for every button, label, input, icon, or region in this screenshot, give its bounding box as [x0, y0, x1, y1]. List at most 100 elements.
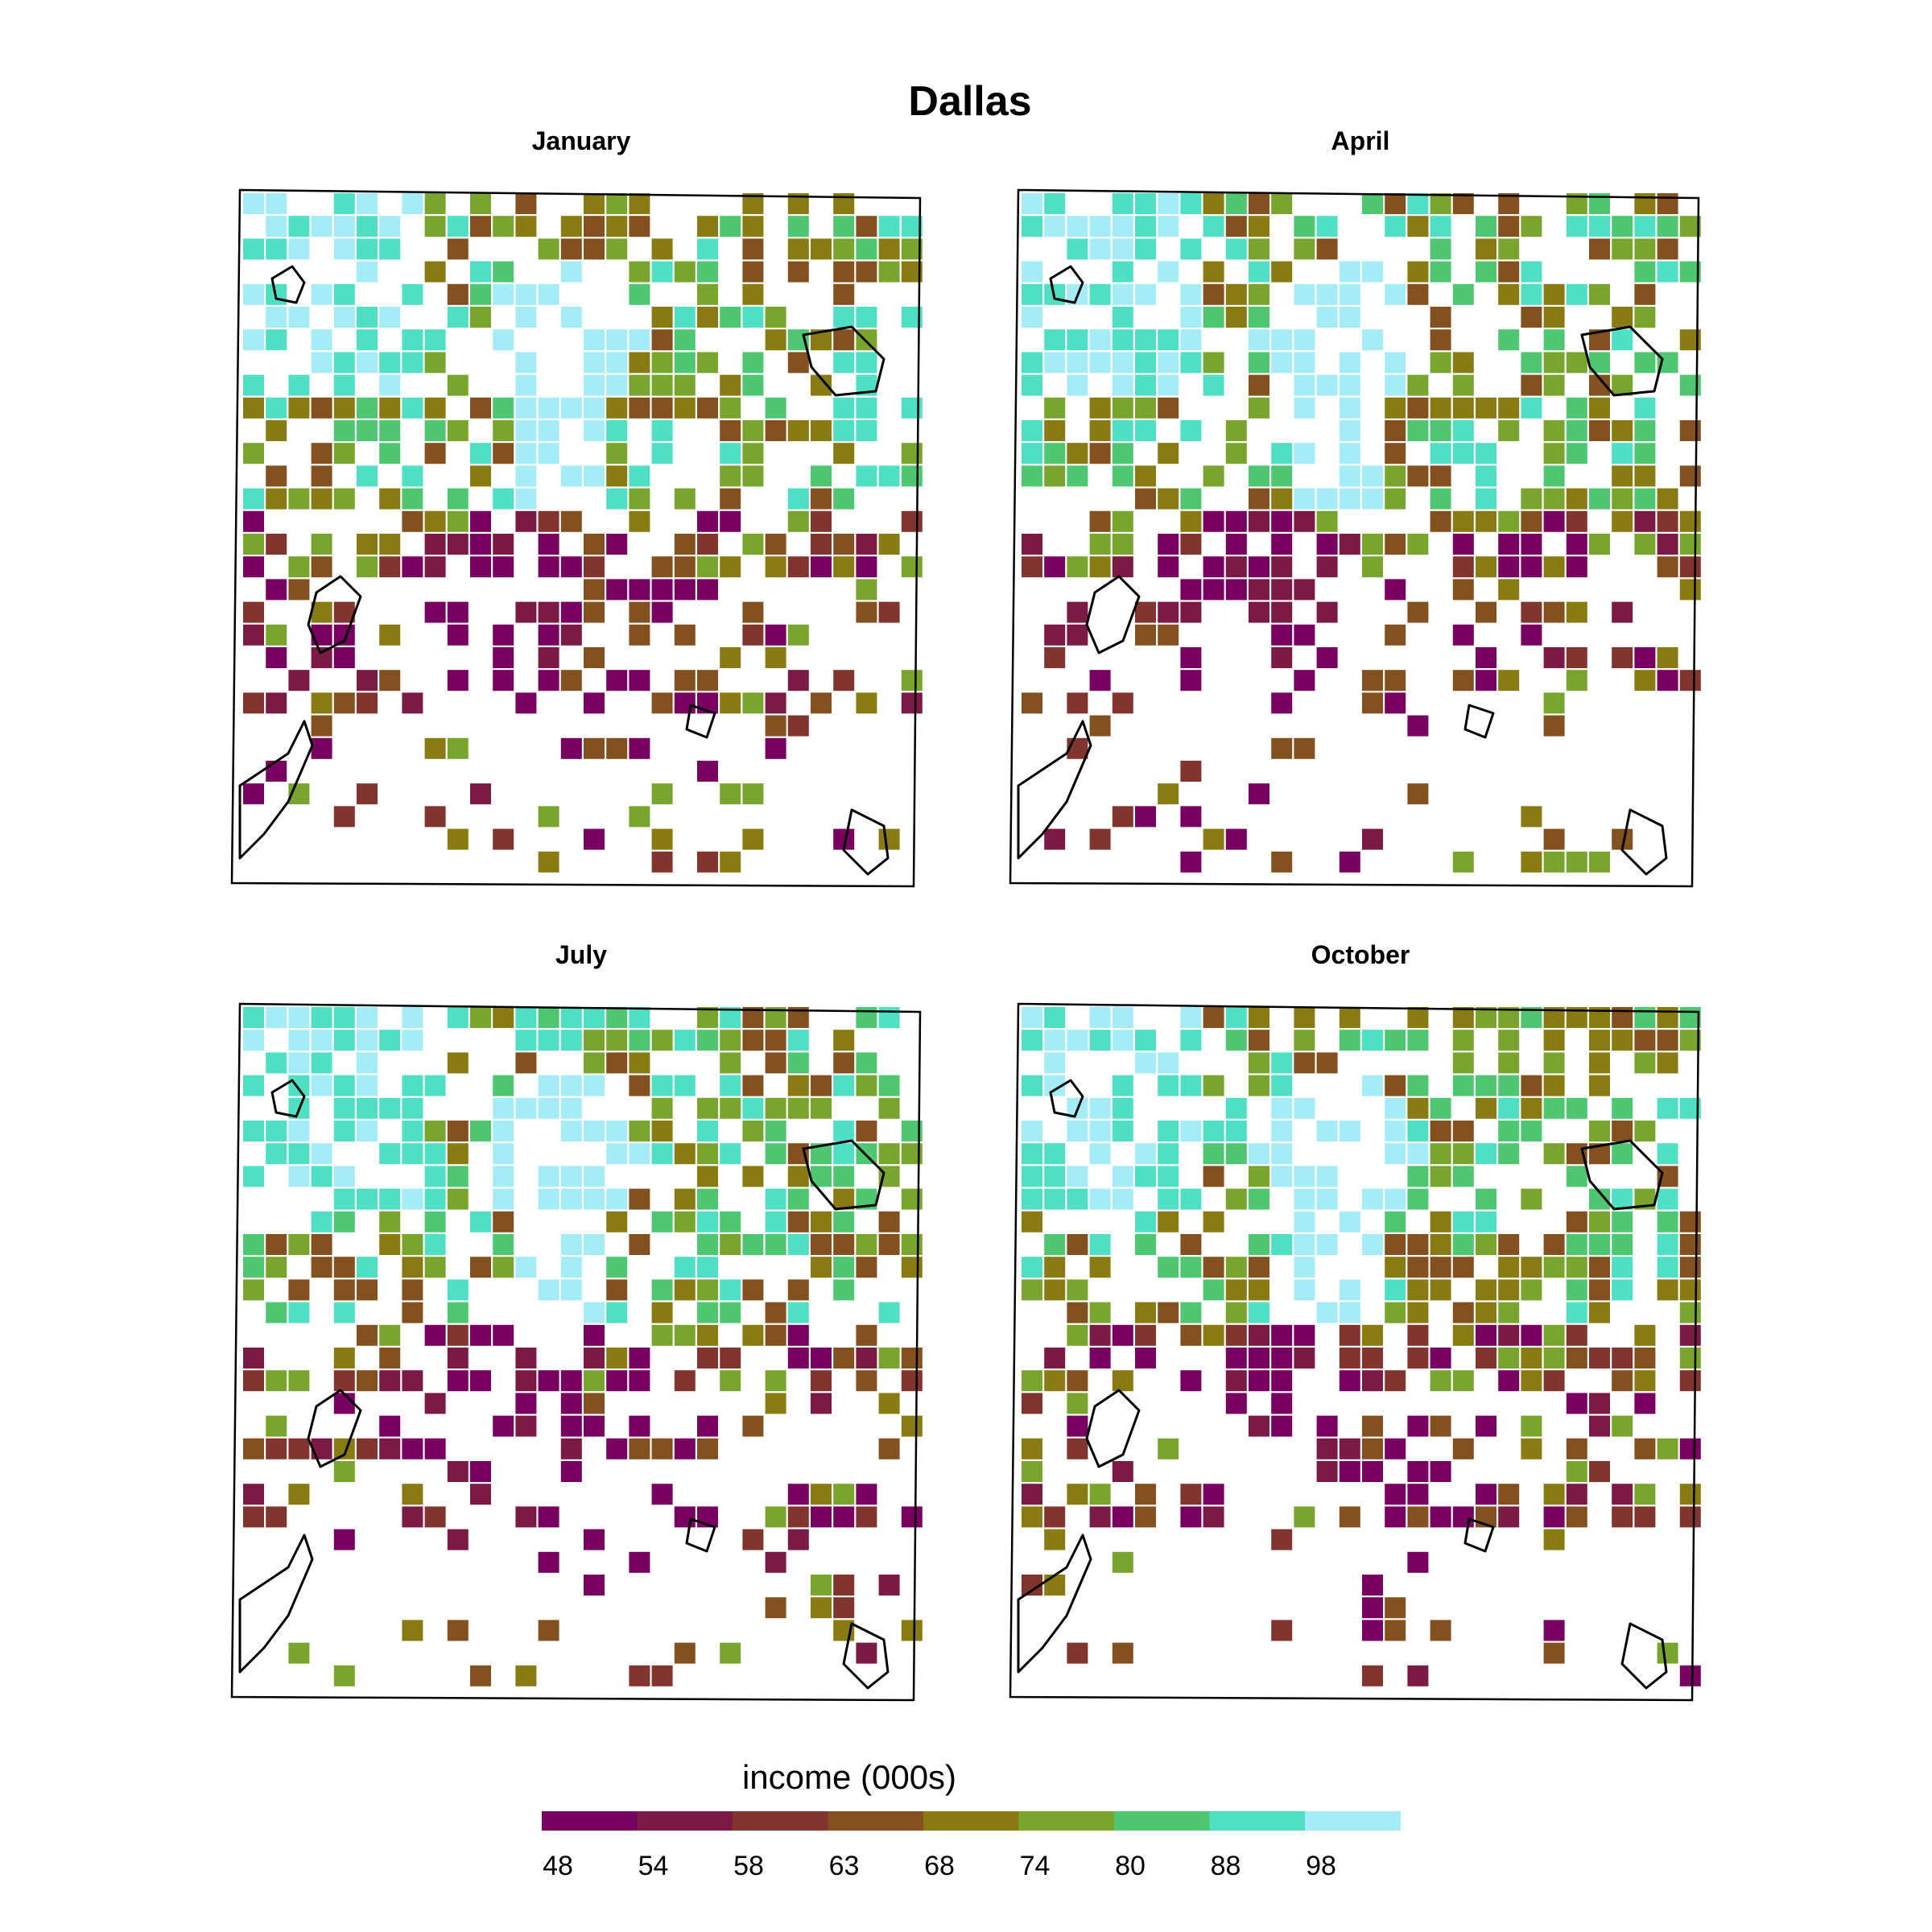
income-cell: [402, 1506, 423, 1528]
income-cell: [1135, 465, 1156, 487]
income-cell: [266, 579, 287, 601]
income-cell: [470, 307, 491, 328]
income-cell: [379, 1030, 401, 1051]
income-cell: [1498, 1121, 1520, 1141]
income-cell: [1294, 352, 1315, 374]
income-cell: [765, 1234, 786, 1255]
income-cell: [288, 488, 310, 510]
income-cell: [1067, 1302, 1088, 1323]
map-frame: [1009, 1002, 1700, 1702]
income-cell: [1316, 238, 1338, 260]
income-cell: [266, 216, 287, 237]
income-cell: [1044, 647, 1066, 668]
income-cell: [1294, 1188, 1315, 1210]
income-cell: [379, 1234, 401, 1255]
income-cell: [697, 1279, 718, 1301]
income-cell: [697, 307, 718, 328]
income-cell: [1430, 1506, 1451, 1528]
lake-outline: [1580, 1139, 1664, 1211]
income-cell: [402, 352, 423, 374]
income-cell: [1612, 1121, 1633, 1141]
income-cell: [1022, 1030, 1042, 1051]
income-cell: [1430, 1415, 1451, 1437]
income-cell: [1225, 1121, 1247, 1141]
income-cell: [787, 670, 809, 691]
income-cell: [674, 1075, 696, 1096]
income-cell: [765, 556, 786, 578]
income-cell: [1521, 851, 1542, 873]
income-cell: [1521, 283, 1542, 305]
income-cell: [538, 1551, 559, 1573]
income-cell: [1543, 1484, 1565, 1505]
income-cell: [447, 534, 469, 555]
income-cell: [1158, 1257, 1179, 1278]
colorbar-swatch: [1305, 1811, 1401, 1831]
income-cell: [1067, 1415, 1088, 1437]
income-cell: [901, 1506, 923, 1528]
income-cell: [606, 329, 628, 351]
income-cell: [1589, 1121, 1610, 1141]
income-cell: [379, 624, 401, 646]
income-cell: [1407, 534, 1429, 555]
income-cell: [1180, 1257, 1202, 1278]
income-cell: [856, 556, 877, 578]
income-cell: [651, 374, 673, 396]
income-cell: [787, 1529, 809, 1550]
income-cell: [584, 1121, 605, 1141]
income-cell: [1022, 1279, 1042, 1301]
income-cell: [560, 1166, 582, 1187]
income-cell: [1067, 1234, 1088, 1255]
income-cell: [379, 1188, 401, 1210]
income-cell: [1407, 216, 1429, 237]
income-cell: [1249, 216, 1269, 237]
income-cell: [379, 216, 401, 237]
income-cell: [538, 1166, 559, 1187]
income-cell: [1225, 556, 1247, 578]
income-cell: [1566, 1393, 1587, 1414]
income-cell: [742, 216, 764, 237]
income-cell: [811, 1484, 832, 1505]
income-cell: [584, 1370, 605, 1392]
income-cell: [833, 307, 855, 328]
income-cell: [584, 647, 605, 668]
income-cell: [629, 329, 650, 351]
income-cell: [1612, 1348, 1633, 1368]
income-cell: [606, 193, 628, 214]
income-cell: [901, 1257, 923, 1278]
income-cell: [515, 420, 537, 441]
income-cell: [1339, 420, 1360, 441]
income-cell: [856, 1075, 877, 1096]
income-cell: [1566, 1324, 1587, 1346]
income-cell: [1225, 1279, 1247, 1301]
income-cell: [1180, 1484, 1202, 1505]
income-cell: [1271, 510, 1293, 532]
income-cell: [833, 261, 855, 283]
income-cell: [606, 443, 628, 464]
income-cell: [833, 397, 855, 419]
income-cell: [1679, 1324, 1701, 1346]
income-cell: [470, 261, 491, 283]
income-cell: [1180, 806, 1202, 828]
income-cell: [266, 534, 287, 555]
income-cell: [651, 397, 673, 419]
income-cell: [629, 579, 650, 601]
income-cell: [1612, 238, 1633, 260]
income-cell: [1339, 352, 1360, 374]
income-cell: [1271, 1121, 1293, 1141]
income-cell: [1225, 510, 1247, 532]
income-cell: [1225, 216, 1247, 237]
income-cell: [311, 601, 332, 623]
income-cell: [742, 601, 764, 623]
income-cell: [697, 1324, 718, 1346]
income-cell: [651, 1097, 673, 1119]
income-cell: [1589, 1302, 1610, 1323]
income-cell: [333, 488, 355, 510]
income-cell: [379, 1143, 401, 1165]
income-cell: [1657, 238, 1678, 260]
income-cell: [1657, 1007, 1678, 1028]
income-cell: [606, 352, 628, 374]
income-cell: [1158, 783, 1179, 805]
income-cell: [765, 1052, 786, 1074]
income-cell: [1203, 828, 1224, 850]
income-cell: [1362, 1665, 1383, 1686]
